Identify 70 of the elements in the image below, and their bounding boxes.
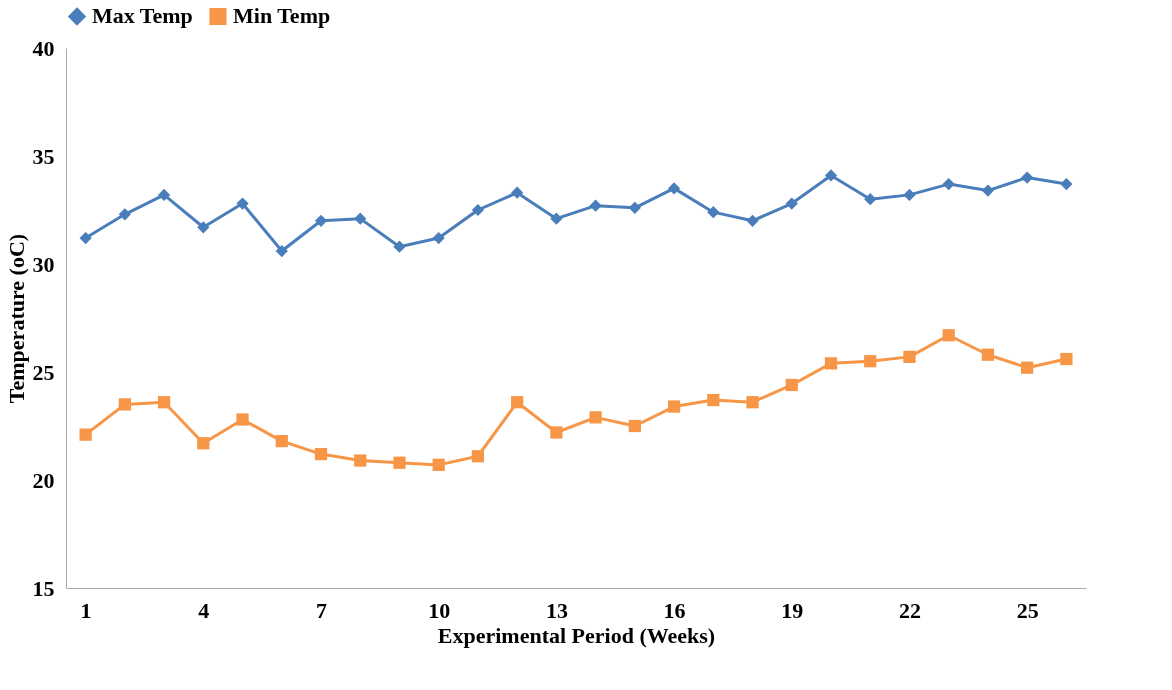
- point: [79, 428, 92, 441]
- point: [1060, 177, 1073, 191]
- point: [118, 208, 131, 221]
- point: [236, 197, 249, 210]
- point: [314, 214, 328, 227]
- point: [903, 350, 916, 363]
- y-tick-label: 20: [32, 467, 55, 493]
- point: [1021, 171, 1034, 184]
- point: [393, 456, 406, 469]
- point: [511, 396, 524, 409]
- legend-label: Max Temp: [92, 3, 193, 29]
- x-tick-label: 16: [663, 597, 686, 623]
- point: [1060, 352, 1073, 366]
- point: [942, 329, 955, 342]
- y-axis-title: Temperature (oC): [3, 233, 29, 404]
- point: [432, 458, 445, 471]
- x-tick-label: 13: [545, 597, 568, 623]
- point: [314, 447, 328, 461]
- point: [667, 400, 681, 413]
- point: [981, 348, 995, 361]
- point: [785, 197, 798, 210]
- point: [942, 177, 955, 191]
- point: [746, 214, 759, 227]
- point: [746, 396, 759, 409]
- x-tick-label: 7: [316, 597, 327, 623]
- y-tick-label: 25: [32, 359, 55, 385]
- point: [1021, 361, 1034, 374]
- point: [707, 206, 720, 219]
- x-tick-label: 1: [80, 597, 92, 623]
- y-tick-label: 35: [32, 143, 55, 169]
- point: [589, 199, 602, 212]
- point: [393, 240, 406, 253]
- point: [118, 398, 131, 411]
- x-tick-label: 22: [898, 597, 921, 623]
- point: [824, 357, 838, 370]
- point: [903, 188, 916, 201]
- legend-label: Min Temp: [233, 3, 331, 29]
- point: [354, 454, 367, 467]
- point: [824, 169, 838, 182]
- x-tick-label: 25: [1016, 597, 1039, 623]
- point: [275, 435, 288, 448]
- point: [707, 393, 720, 407]
- point: [785, 378, 798, 392]
- point: [79, 231, 92, 245]
- point: [667, 182, 681, 195]
- y-tick-label: 40: [32, 35, 55, 61]
- point: [432, 231, 445, 245]
- point: [981, 184, 995, 197]
- point: [157, 188, 171, 201]
- point: [471, 203, 485, 217]
- x-tick-label: 4: [198, 597, 210, 623]
- point: [628, 419, 641, 433]
- point: [197, 221, 210, 234]
- point: [511, 186, 524, 199]
- x-axis-title: Experimental Period (Weeks): [437, 622, 716, 648]
- point: [864, 193, 877, 206]
- point: [197, 437, 210, 450]
- point: [275, 244, 288, 258]
- point: [354, 212, 367, 225]
- y-tick-label: 15: [32, 575, 55, 601]
- point: [157, 396, 171, 409]
- point: [236, 413, 249, 426]
- point: [471, 450, 485, 463]
- y-tick-label: 30: [32, 251, 55, 277]
- point: [864, 355, 877, 368]
- point: [589, 411, 602, 424]
- x-tick-label: 19: [781, 597, 804, 623]
- point: [550, 212, 563, 225]
- point: [550, 426, 563, 439]
- x-tick-label: 10: [428, 597, 451, 623]
